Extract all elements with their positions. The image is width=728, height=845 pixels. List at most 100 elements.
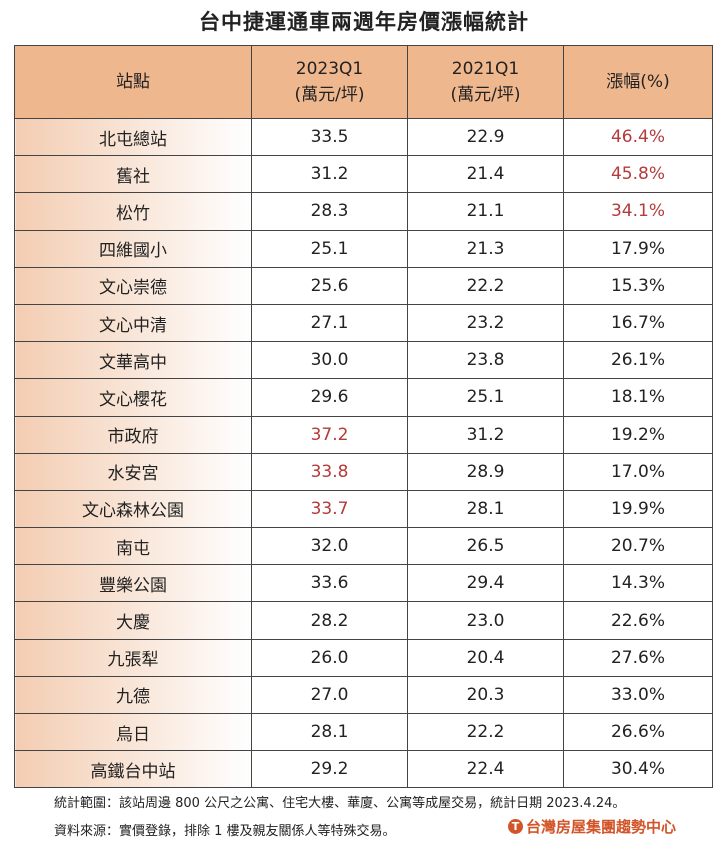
header-unit: (萬元/坪): [294, 85, 365, 105]
change-cell: 18.1%: [563, 378, 713, 417]
table-row: 大慶 28.2 23.0 22.6%: [14, 601, 713, 640]
price-2021-cell: 23.2: [407, 303, 564, 343]
station-cell: 九德: [14, 675, 252, 715]
station-cell: 高鐵台中站: [14, 750, 252, 789]
price-2023-cell: 33.6: [251, 564, 408, 603]
header-2023q1: 2023Q1 (萬元/坪): [251, 45, 408, 119]
footer-source: 資料來源：實價登錄，排除 1 樓及親友關係人等特殊交易。: [54, 824, 396, 839]
table-row: 九德 27.0 20.3 33.0%: [14, 675, 713, 715]
station-cell: 南屯: [14, 527, 252, 566]
price-2023-cell: 33.8: [251, 452, 408, 491]
change-cell: 19.9%: [563, 489, 713, 529]
table-row: 九張犁 26.0 20.4 27.6%: [14, 638, 713, 677]
station-cell: 北屯總站: [14, 117, 252, 157]
price-2023-cell: 26.0: [251, 638, 408, 677]
change-cell: 14.3%: [563, 564, 713, 603]
price-2023-cell: 27.1: [251, 303, 408, 343]
station-cell: 水安宮: [14, 452, 252, 491]
table-row: 文心崇德 25.6 22.2 15.3%: [14, 266, 713, 305]
price-2023-cell: 30.0: [251, 341, 408, 380]
change-cell: 46.4%: [563, 117, 713, 157]
table-row: 市政府 37.2 31.2 19.2%: [14, 415, 713, 454]
header-2021q1: 2021Q1 (萬元/坪): [407, 45, 564, 119]
price-2021-cell: 31.2: [407, 415, 564, 454]
table-row: 舊社 31.2 21.4 45.8%: [14, 155, 713, 194]
header-label: 2021Q1: [451, 59, 520, 79]
table-row: 豐樂公園 33.6 29.4 14.3%: [14, 564, 713, 603]
price-2023-cell: 28.1: [251, 712, 408, 752]
change-cell: 27.6%: [563, 638, 713, 677]
table-row: 高鐵台中站 29.2 22.4 30.4%: [14, 750, 713, 789]
station-cell: 文心中清: [14, 303, 252, 343]
price-2023-cell: 28.3: [251, 192, 408, 231]
price-2021-cell: 22.2: [407, 266, 564, 305]
price-2021-cell: 23.0: [407, 601, 564, 640]
station-cell: 松竹: [14, 192, 252, 231]
price-2021-cell: 22.4: [407, 750, 564, 789]
table-row: 南屯 32.0 26.5 20.7%: [14, 527, 713, 566]
change-cell: 20.7%: [563, 527, 713, 566]
change-cell: 33.0%: [563, 675, 713, 715]
station-cell: 烏日: [14, 712, 252, 752]
station-cell: 四維國小: [14, 229, 252, 268]
price-2023-cell: 25.6: [251, 266, 408, 305]
header-label: 站點: [116, 72, 150, 92]
price-2021-cell: 26.5: [407, 527, 564, 566]
header-station: 站點: [14, 45, 252, 119]
change-cell: 34.1%: [563, 192, 713, 231]
table-row: 文心櫻花 29.6 25.1 18.1%: [14, 378, 713, 417]
table-row: 文心中清 27.1 23.2 16.7%: [14, 303, 713, 343]
price-table: 站點 2023Q1 (萬元/坪) 2021Q1 (萬元/坪) 漲幅(%) 北屯總站 3…: [14, 45, 713, 789]
price-2023-cell: 28.2: [251, 601, 408, 640]
table-row: 北屯總站 33.5 22.9 46.4%: [14, 117, 713, 157]
table-row: 松竹 28.3 21.1 34.1%: [14, 192, 713, 231]
price-2021-cell: 25.1: [407, 378, 564, 417]
table-header-row: 站點 2023Q1 (萬元/坪) 2021Q1 (萬元/坪) 漲幅(%): [14, 45, 713, 119]
change-cell: 19.2%: [563, 415, 713, 454]
price-2021-cell: 22.9: [407, 117, 564, 157]
price-2023-cell: 32.0: [251, 527, 408, 566]
price-2021-cell: 20.3: [407, 675, 564, 715]
logo: T 台灣房屋集團趨勢中心: [508, 816, 676, 837]
station-cell: 文心櫻花: [14, 378, 252, 417]
change-cell: 17.0%: [563, 452, 713, 491]
change-cell: 45.8%: [563, 155, 713, 194]
station-cell: 市政府: [14, 415, 252, 454]
change-cell: 26.6%: [563, 712, 713, 752]
price-2023-cell: 37.2: [251, 415, 408, 454]
logo-text: 台灣房屋集團趨勢中心: [526, 818, 677, 836]
header-unit: (萬元/坪): [450, 85, 521, 105]
price-2023-cell: 29.6: [251, 378, 408, 417]
price-2023-cell: 27.0: [251, 675, 408, 715]
price-2023-cell: 33.5: [251, 117, 408, 157]
change-cell: 16.7%: [563, 303, 713, 343]
change-cell: 22.6%: [563, 601, 713, 640]
price-2021-cell: 20.4: [407, 638, 564, 677]
price-2021-cell: 28.9: [407, 452, 564, 491]
price-2023-cell: 33.7: [251, 489, 408, 529]
change-cell: 15.3%: [563, 266, 713, 305]
price-2021-cell: 23.8: [407, 341, 564, 380]
change-cell: 17.9%: [563, 229, 713, 268]
price-2023-cell: 25.1: [251, 229, 408, 268]
table-row: 烏日 28.1 22.2 26.6%: [14, 712, 713, 752]
price-2023-cell: 31.2: [251, 155, 408, 194]
price-2021-cell: 21.3: [407, 229, 564, 268]
station-cell: 豐樂公園: [14, 564, 252, 603]
page-title: 台中捷運通車兩週年房價漲幅統計: [199, 10, 529, 34]
table-row: 四維國小 25.1 21.3 17.9%: [14, 229, 713, 268]
price-2021-cell: 29.4: [407, 564, 564, 603]
station-cell: 大慶: [14, 601, 252, 640]
price-2023-cell: 29.2: [251, 750, 408, 789]
station-cell: 文心崇德: [14, 266, 252, 305]
logo-icon: T: [508, 819, 523, 834]
header-label: 2023Q1: [295, 59, 364, 79]
table-row: 水安宮 33.8 28.9 17.0%: [14, 452, 713, 491]
header-change: 漲幅(%): [563, 45, 713, 119]
station-cell: 九張犁: [14, 638, 252, 677]
change-cell: 26.1%: [563, 341, 713, 380]
table-row: 文心森林公園 33.7 28.1 19.9%: [14, 489, 713, 529]
change-cell: 30.4%: [563, 750, 713, 789]
station-cell: 文心森林公園: [14, 489, 252, 529]
price-2021-cell: 22.2: [407, 712, 564, 752]
